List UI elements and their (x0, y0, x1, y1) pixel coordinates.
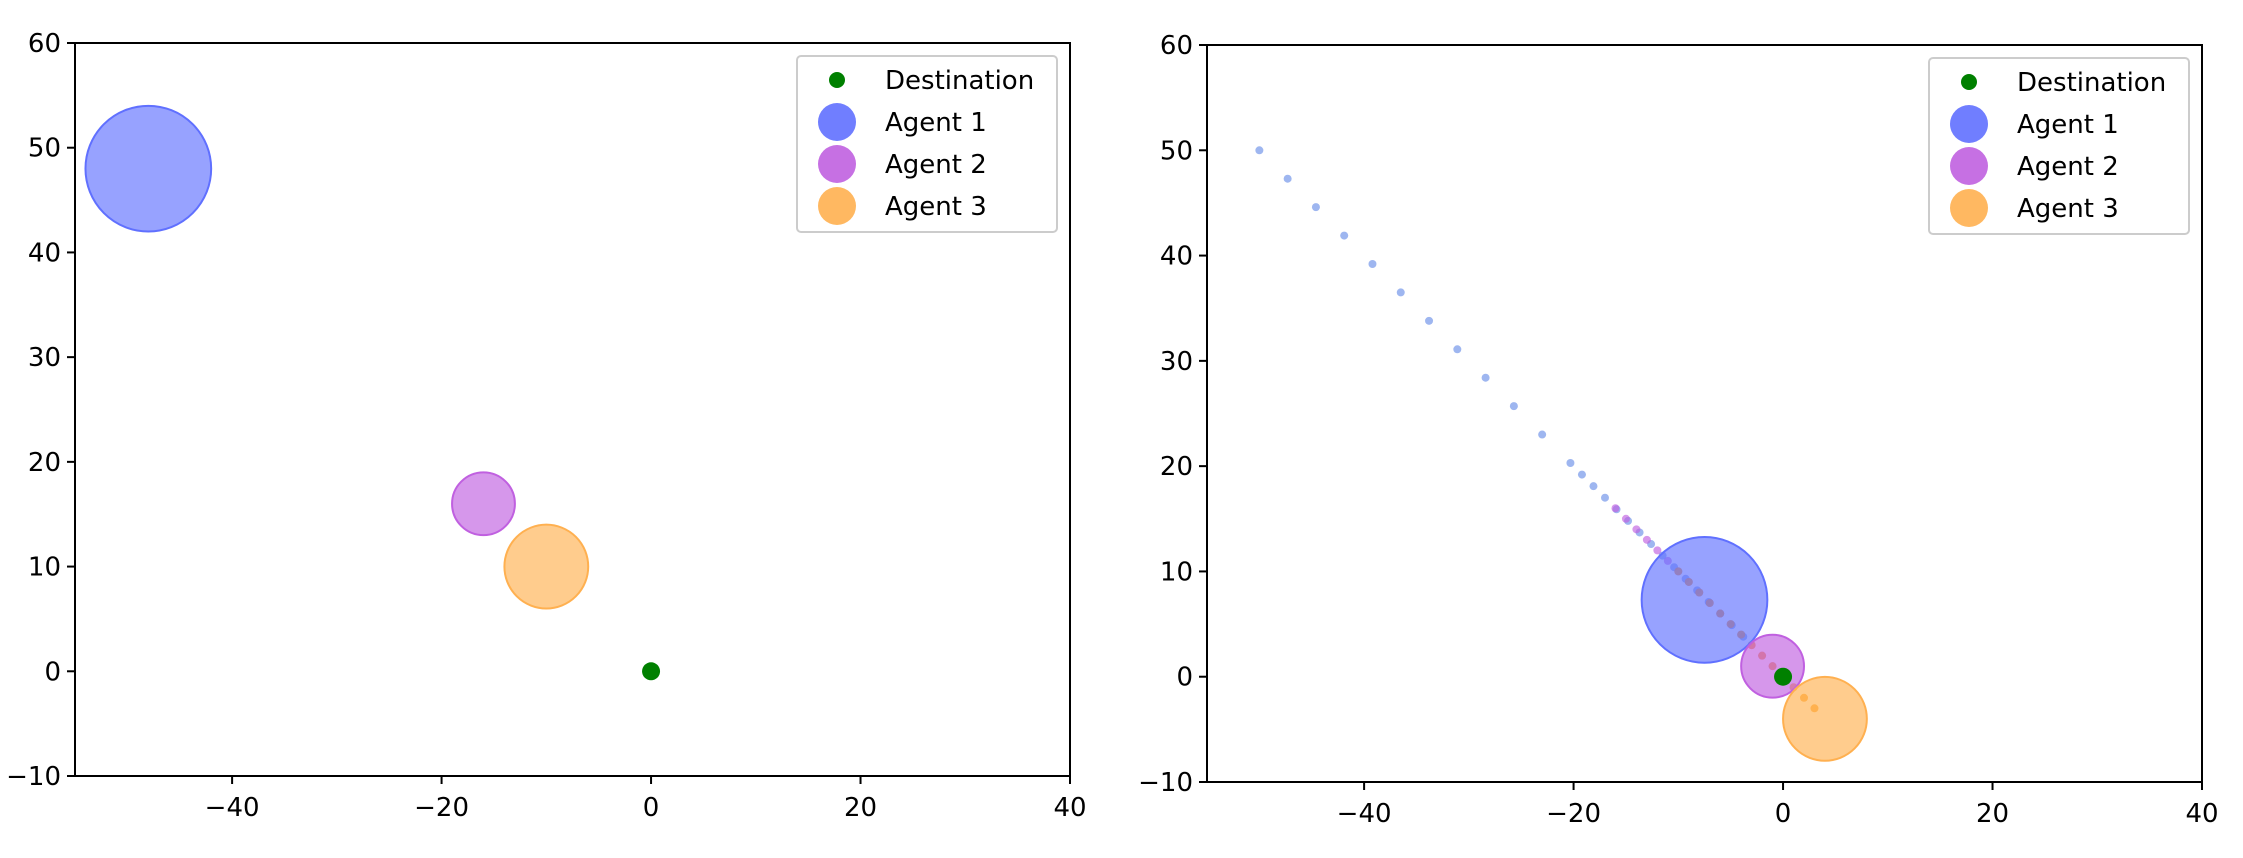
plot-area (84, 104, 661, 681)
y-tick-label: 30 (1160, 347, 1193, 377)
legend-label-agent-2: Agent 2 (885, 150, 987, 180)
y-tick-label: 10 (1160, 557, 1193, 587)
legend-box (1928, 57, 2190, 235)
trail-point-agent-1 (1340, 231, 1349, 240)
x-tick-label: −40 (1337, 799, 1392, 829)
x-tick-label: 40 (2185, 799, 2218, 829)
y-tick-label: 60 (28, 29, 61, 59)
y-tick-label: 20 (28, 448, 61, 478)
plot-area (1255, 146, 1868, 762)
trail-point-agent-1 (1368, 259, 1377, 268)
x-tick-label: −20 (1546, 799, 1601, 829)
agent-marker-agent-1 (1640, 536, 1769, 664)
legend-label-agent-3: Agent 3 (885, 192, 987, 222)
destination-marker (1774, 667, 1793, 686)
y-tick-label: 0 (44, 657, 61, 687)
legend-swatch-agent-2 (818, 145, 856, 183)
x-tick-label: 40 (1053, 793, 1086, 823)
legend-swatch-agent-2 (1950, 147, 1988, 185)
trail-point-agent-1 (1425, 316, 1434, 325)
trail-point-agent-1 (1566, 458, 1575, 467)
y-tick-label: 30 (28, 343, 61, 373)
legend-swatch-destination (829, 72, 845, 88)
trail-point-agent-2 (1611, 504, 1620, 513)
agent-marker-agent-2 (1740, 633, 1806, 699)
trail-point-agent-1 (1311, 203, 1320, 212)
legend-swatch-destination (1961, 74, 1977, 90)
trail-point-agent-1 (1589, 482, 1598, 491)
trail-point-agent-1 (1509, 402, 1518, 411)
chart-panel-right: −40 −20 0 20 40 −10 0 10 20 30 40 50 60 Destination Ag… (1138, 31, 2218, 829)
trail-point-agent-1 (1481, 373, 1490, 382)
y-tick-label: −10 (6, 762, 61, 792)
x-tick-label: 0 (643, 793, 660, 823)
legend-label-agent-3: Agent 3 (2017, 194, 2119, 224)
destination-marker (642, 662, 661, 681)
y-tick-label: 60 (1160, 31, 1193, 61)
x-tick-label: 20 (844, 793, 877, 823)
legend-box (796, 55, 1058, 233)
legend-swatch-agent-3 (818, 187, 856, 225)
legend-label-agent-1: Agent 1 (885, 108, 987, 138)
y-tick-label: 20 (1160, 452, 1193, 482)
x-tick-label: −20 (414, 793, 469, 823)
legend-swatch-agent-1 (818, 103, 856, 141)
agent-marker-agent-3 (503, 523, 590, 610)
y-tick-label: 10 (28, 553, 61, 583)
agent-marker-agent-2 (451, 471, 516, 537)
trail-point-agent-2 (1653, 546, 1662, 555)
legend-label-agent-1: Agent 1 (2017, 110, 2119, 140)
legend-swatch-agent-3 (1950, 189, 1988, 227)
legend: Destination Agent 1 Agent 2 Agent 3 (1928, 57, 2190, 235)
trail-point-agent-2 (1621, 514, 1630, 523)
trail-point-agent-2 (1642, 535, 1651, 544)
axes-frame (74, 42, 1071, 777)
y-tick-label: 50 (28, 134, 61, 164)
legend-label-destination: Destination (2017, 68, 2166, 98)
legend-swatch-agent-1 (1950, 105, 1988, 143)
legend-label-destination: Destination (885, 66, 1034, 96)
trail-point-agent-1 (1538, 430, 1547, 439)
legend-label-agent-2: Agent 2 (2017, 152, 2119, 182)
legend: Destination Agent 1 Agent 2 Agent 3 (796, 55, 1058, 233)
y-tick-label: 0 (1176, 663, 1193, 693)
y-tick-label: 40 (28, 238, 61, 268)
chart-panel-left: −40 −20 0 20 40 −10 0 10 20 30 40 50 60 Destination Ag… (6, 29, 1086, 823)
agent-marker-agent-3 (1782, 675, 1868, 762)
trail-point-agent-1 (1601, 493, 1609, 502)
y-tick-label: −10 (1138, 768, 1193, 798)
trail-point-agent-2 (1632, 525, 1641, 534)
axes-frame (1206, 44, 2203, 783)
trail-point-agent-1 (1577, 470, 1586, 479)
x-tick-label: 0 (1775, 799, 1792, 829)
trail-point-agent-1 (1396, 288, 1405, 297)
y-tick-label: 40 (1160, 242, 1193, 272)
x-tick-label: 20 (1976, 799, 2009, 829)
trail-point-agent-1 (1453, 345, 1462, 354)
agent-marker-agent-1 (84, 104, 213, 233)
x-tick-label: −40 (205, 793, 260, 823)
trail-point-agent-1 (1255, 146, 1264, 155)
y-tick-label: 50 (1160, 136, 1193, 166)
trail-point-agent-1 (1283, 174, 1292, 183)
